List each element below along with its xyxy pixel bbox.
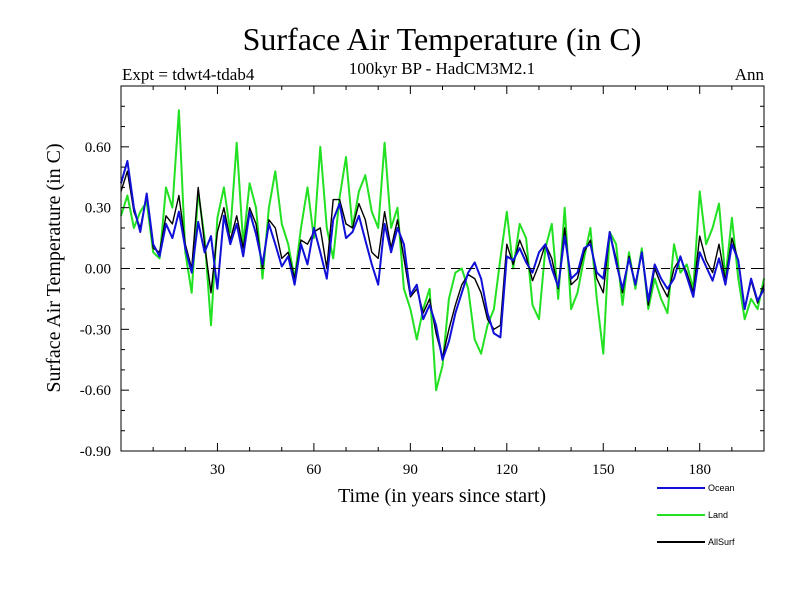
x-axis-label: Time (in years since start) [338, 485, 546, 507]
chart-subtitle: 100kyr BP - HadCM3M2.1 [349, 59, 535, 78]
series-line-allsurf [120, 170, 765, 359]
legend-label-allsurf: AllSurf [708, 537, 735, 547]
y-tick-label: 0.30 [85, 201, 111, 217]
x-tick-label: 180 [688, 462, 711, 478]
y-tick-label: -0.30 [80, 322, 111, 338]
y-tick-label: 0.00 [85, 262, 111, 278]
series-line-ocean [120, 160, 765, 361]
chart-left-label: Expt = tdwt4-tdab4 [122, 65, 255, 84]
x-tick-label: 90 [403, 462, 418, 478]
legend-label-land: Land [708, 510, 728, 520]
x-tick-label: 30 [210, 462, 225, 478]
y-tick-label: 0.60 [85, 140, 111, 156]
chart-right-label: Ann [735, 65, 765, 84]
legend-label-ocean: Ocean [708, 483, 735, 493]
x-tick-label: 150 [592, 462, 615, 478]
plot-area: 30 60 90 120 150 180 -0.90 -0.60 -0.30 0.00 0.30 0.… [80, 85, 765, 478]
y-tick-label: -0.90 [80, 444, 111, 460]
y-tick-label: -0.60 [80, 383, 111, 399]
y-axis-label: Surface Air Temperature (in C) [43, 143, 65, 392]
series-line-land [120, 109, 765, 392]
x-tick-label: 120 [496, 462, 519, 478]
chart-title: Surface Air Temperature (in C) [243, 21, 642, 57]
legend: Ocean Land AllSurf [657, 483, 735, 547]
x-tick-label: 60 [306, 462, 321, 478]
